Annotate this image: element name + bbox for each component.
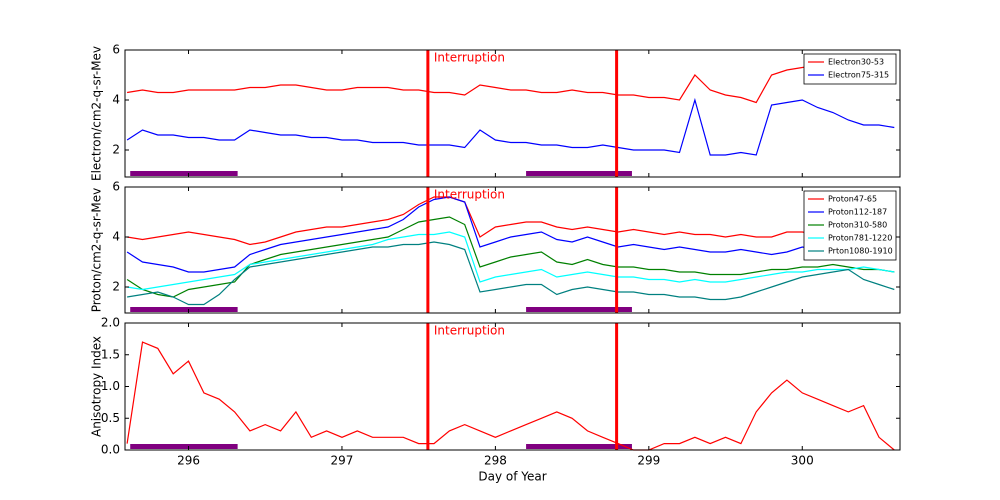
- x-axis-label: Day of Year: [478, 470, 546, 484]
- y-tick-label: 0.5: [101, 411, 120, 425]
- x-tick-label: 298: [484, 454, 507, 468]
- plot-frame: [124, 322, 901, 451]
- y-axis-label: Proton/cm2-q-sr-Mev: [90, 188, 104, 313]
- y-tick-label: 2: [112, 143, 120, 157]
- y-tick-label: 1.5: [101, 347, 120, 361]
- highlight-bar: [526, 171, 632, 176]
- legend-box: [803, 53, 897, 85]
- y-tick-label: 2: [112, 280, 120, 294]
- highlight-bar: [130, 307, 238, 312]
- annotation: Interruption: [434, 188, 505, 202]
- y-tick-label: 2.0: [101, 316, 120, 330]
- highlight-bar: [526, 307, 632, 312]
- y-axis-label: Electron/cm2-q-sr-Mev: [90, 46, 104, 181]
- x-tick-label: 296: [177, 454, 200, 468]
- y-tick-label: 6: [112, 180, 120, 194]
- data-line: [126, 196, 895, 273]
- legend-label: Proton781-1220: [828, 234, 892, 243]
- legend-label: Proton47-65: [828, 195, 877, 204]
- legend-label: Proton112-187: [828, 208, 887, 217]
- highlight-bar: [526, 444, 632, 449]
- legend-label: Proton310-580: [828, 221, 887, 230]
- data-line: [127, 64, 895, 104]
- highlight-bar: [130, 444, 238, 449]
- data-line: [126, 216, 895, 298]
- legend-label: Electron30-53: [828, 58, 884, 67]
- highlight-bar: [130, 171, 238, 176]
- y-tick-label: 1.0: [101, 379, 120, 393]
- legend-label: Prton1080-1910: [828, 247, 893, 256]
- x-tick-label: 299: [637, 454, 660, 468]
- annotation: Interruption: [434, 51, 505, 65]
- y-tick-label: 0.0: [101, 443, 120, 457]
- annotation: Interruption: [434, 324, 505, 338]
- y-axis-label: Anisotropy Index: [90, 336, 104, 437]
- data-line: [126, 97, 895, 156]
- y-tick-label: 6: [112, 43, 120, 57]
- x-tick-label: 300: [791, 454, 814, 468]
- plot-frame: [124, 49, 901, 178]
- y-tick-label: 4: [112, 93, 120, 107]
- data-line: [127, 231, 895, 291]
- data-line: [127, 196, 895, 246]
- x-tick-label: 297: [331, 454, 354, 468]
- legend-label: Electron75-315: [828, 71, 889, 80]
- y-tick-label: 4: [112, 230, 120, 244]
- data-line: [126, 341, 895, 451]
- data-line: [127, 241, 895, 306]
- plot-frame: [124, 186, 901, 314]
